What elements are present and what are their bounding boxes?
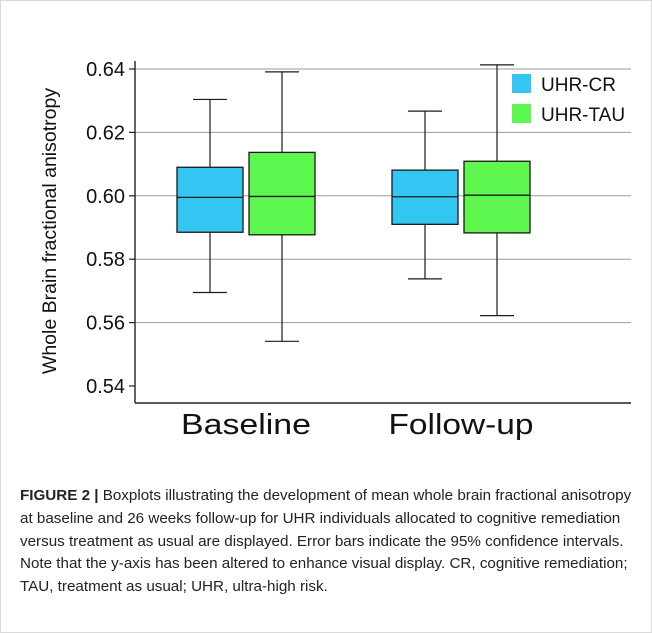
box-iqr (463, 160, 531, 234)
y-tick-label: 0.58 (86, 249, 125, 271)
caption-text: Boxplots illustrating the development of… (20, 487, 632, 596)
y-tick-label: 0.56 (86, 313, 125, 335)
legend: UHR-CR UHR-TAU (512, 74, 625, 126)
box-uhr-cr-follow-up (391, 110, 459, 280)
y-tick-label: 0.62 (86, 122, 125, 144)
legend-swatch (512, 104, 531, 123)
box-uhr-cr-baseline (176, 98, 244, 294)
legend-swatch (512, 74, 531, 93)
x-category-label: Baseline (181, 409, 311, 441)
legend-label: UHR-CR (541, 75, 616, 96)
figure-caption: FIGURE 2 | Boxplots illustrating the dev… (20, 485, 640, 599)
box-iqr (248, 151, 316, 236)
box-uhr-tau-follow-up (463, 64, 531, 317)
y-tick-label: 0.60 (86, 186, 125, 208)
chart-canvas: 0.54 0.56 0.58 0.60 0.62 0.64 Whole Brain fra… (39, 59, 631, 441)
axes (134, 61, 631, 404)
box-uhr-tau-baseline (248, 71, 316, 342)
x-category-label: Follow-up (389, 409, 534, 441)
boxplot-chart: 0.54 0.56 0.58 0.60 0.62 0.64 Whole Brain fra… (1, 1, 651, 471)
y-tick-label: 0.64 (86, 59, 125, 81)
caption-label: FIGURE 2 | (20, 487, 99, 504)
y-tick-labels: 0.54 0.56 0.58 0.60 0.62 0.64 (86, 59, 125, 398)
boxes (176, 64, 531, 342)
x-category-labels: Baseline Follow-up (181, 409, 534, 441)
y-axis-label: Whole Brain fractional anisotropy (39, 88, 61, 374)
y-tick-label: 0.54 (86, 376, 125, 398)
box-iqr (176, 166, 244, 233)
legend-label: UHR-TAU (541, 105, 625, 126)
